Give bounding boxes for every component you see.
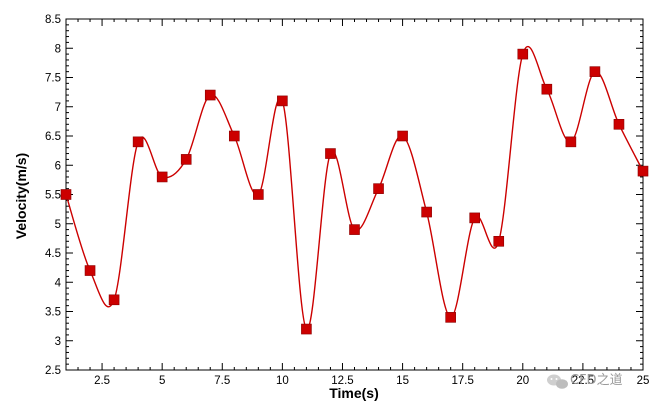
x-tick-label: 12.5 xyxy=(331,375,353,387)
data-point xyxy=(469,212,481,224)
y-tick-label: 6 xyxy=(55,160,61,172)
y-tick-label: 7 xyxy=(55,102,61,114)
watermark-text: CFD之道 xyxy=(570,373,623,388)
y-tick-label: 4.5 xyxy=(45,248,61,260)
y-tick-label: 4 xyxy=(55,277,62,289)
data-point xyxy=(517,48,529,60)
data-point xyxy=(84,265,96,276)
data-point xyxy=(156,171,168,183)
y-tick-label: 2.5 xyxy=(45,365,61,377)
y-axis-title: Velocity(m/s) xyxy=(13,153,29,239)
data-point xyxy=(60,189,72,200)
y-tick-label: 5.5 xyxy=(45,190,61,202)
y-tick-label: 8 xyxy=(55,43,61,55)
data-point xyxy=(397,130,408,142)
data-point xyxy=(445,312,456,323)
x-tick-label: 2.5 xyxy=(94,375,110,387)
data-point xyxy=(373,183,384,194)
data-point xyxy=(565,136,577,148)
x-tick-label: 5 xyxy=(159,375,165,387)
data-point xyxy=(132,136,144,148)
data-point xyxy=(613,119,625,130)
y-tick-label: 3.5 xyxy=(45,307,61,319)
data-point xyxy=(589,66,601,77)
y-tick-label: 8.5 xyxy=(45,14,61,26)
data-point xyxy=(108,294,120,306)
x-axis-title: Time(s) xyxy=(329,385,379,401)
wechat-icon xyxy=(547,374,568,389)
y-tick-label: 5 xyxy=(55,219,61,231)
x-tick-label: 22.5 xyxy=(572,375,594,387)
x-tick-label: 10 xyxy=(276,375,289,387)
y-tick-label: 3 xyxy=(55,336,61,348)
data-point xyxy=(541,83,553,95)
data-point xyxy=(301,323,312,335)
y-tick-label: 6.5 xyxy=(45,131,61,143)
x-tick-label: 15 xyxy=(396,375,409,387)
data-point xyxy=(493,236,505,247)
data-point xyxy=(253,189,264,200)
data-point xyxy=(180,154,192,165)
plot-area: 2.5 5 7.5 10 12.5 15 17.5 20 22.5 25 2.5 3 3.5 4 4.5 5 5… xyxy=(45,14,649,387)
y-tick-label: 7.5 xyxy=(45,73,61,85)
data-point xyxy=(421,206,432,218)
data-point xyxy=(637,165,649,177)
data-point xyxy=(228,130,240,142)
data-point xyxy=(325,148,336,159)
watermark: CFD之道 xyxy=(547,373,623,389)
data-point xyxy=(349,224,360,235)
x-tick-label: 7.5 xyxy=(214,375,230,387)
x-tick-label: 17.5 xyxy=(451,375,473,387)
data-point xyxy=(204,89,216,101)
x-tick-label: 25 xyxy=(637,375,650,387)
data-point xyxy=(277,95,288,107)
x-tick-label: 20 xyxy=(516,375,529,387)
